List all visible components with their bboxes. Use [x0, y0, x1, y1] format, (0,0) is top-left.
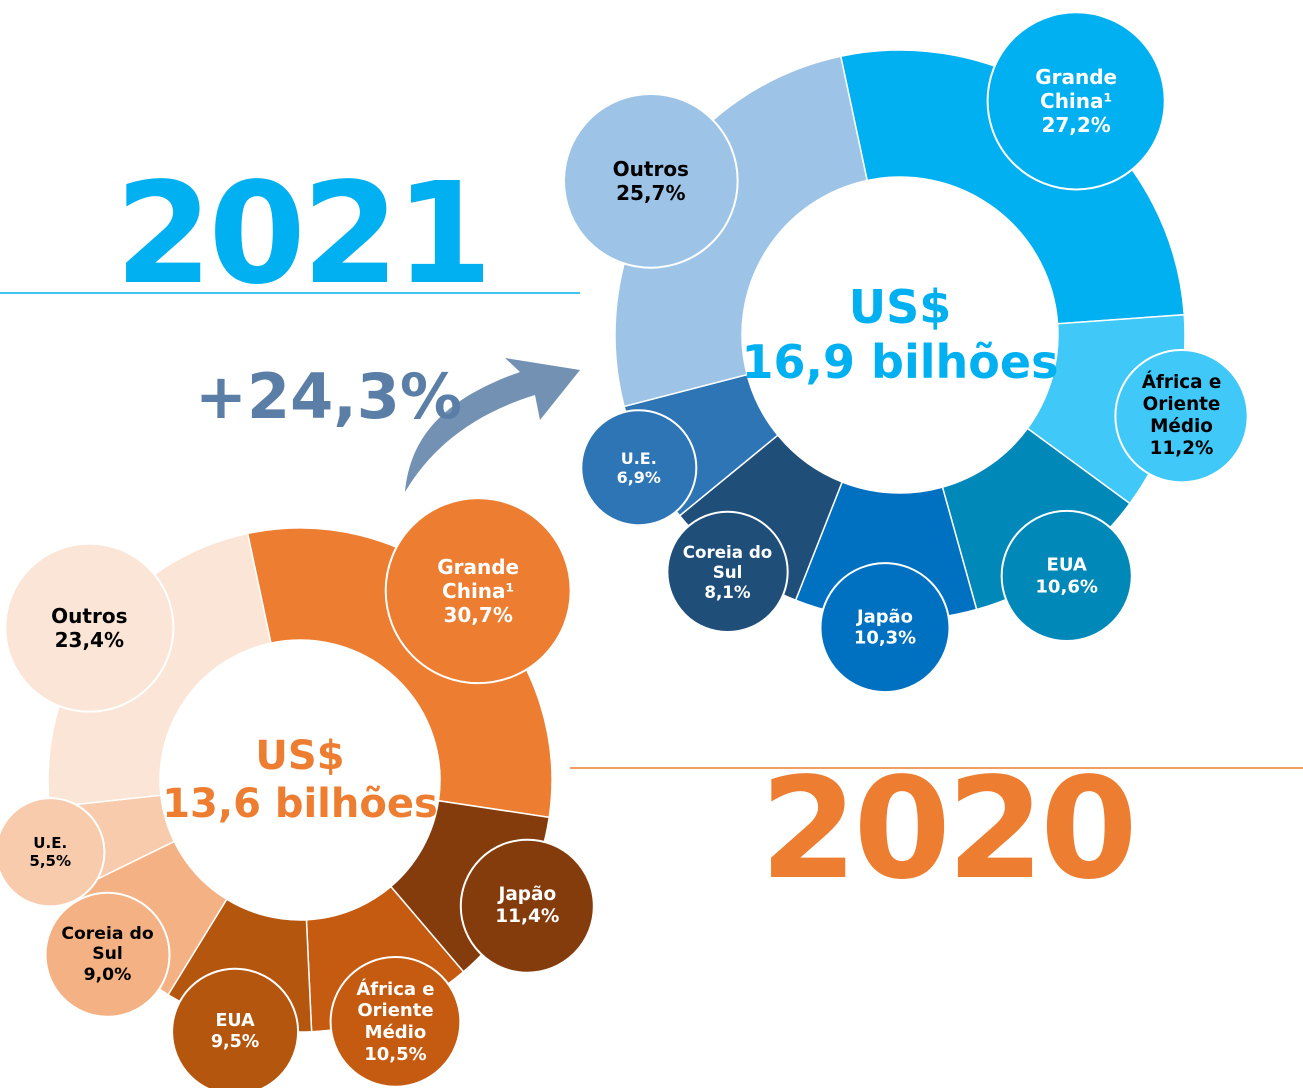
category-name: Coreia do Sul: [682, 541, 773, 582]
label-bubble: [384, 497, 572, 685]
slice-label: EUA 10,6%: [1018, 554, 1116, 597]
value-label: 8,1%: [704, 581, 751, 602]
category-name: Outros: [51, 603, 128, 628]
category-name: África e Oriente Médio: [1141, 372, 1222, 438]
slice-label: África e Oriente Médio 10,5%: [347, 979, 444, 1066]
label-bubble: [1114, 348, 1249, 484]
label-bubble: [171, 967, 300, 1088]
slice-label: U.E. 5,5%: [10, 834, 91, 870]
category-name: Grande China¹: [1035, 64, 1118, 113]
label-bubble: [562, 93, 739, 269]
slice-label: Coreia do Sul 8,1%: [682, 542, 772, 602]
slice-label: Outros 25,7%: [586, 157, 716, 205]
category-name: EUA: [1046, 554, 1087, 576]
category-name: Outros: [612, 156, 689, 181]
value-label: 9,5%: [210, 1031, 260, 1052]
label-bubble: [44, 891, 171, 1018]
year: 2021: [115, 153, 493, 316]
slice-label: EUA 9,5%: [188, 1011, 282, 1053]
slice-label: Japão 11,4%: [477, 884, 577, 928]
category-name: Grande China¹: [437, 554, 520, 603]
currency: US$: [255, 733, 345, 779]
slice-label: Japão 10,3%: [837, 606, 934, 649]
total: 16,9 bilhões: [741, 335, 1059, 389]
category-name: EUA: [215, 1010, 255, 1031]
label-bubble: [329, 955, 462, 1088]
currency: US$: [848, 279, 952, 334]
slice-label: Grande China¹ 30,7%: [409, 555, 548, 627]
category-name: Coreia do Sul: [61, 923, 154, 965]
value-label: 6,9%: [616, 467, 661, 487]
value-label: 5,5%: [29, 852, 72, 871]
growth-label: +24,3%: [195, 360, 463, 433]
donut-hole: [160, 640, 440, 920]
value-label: 30,7%: [443, 602, 513, 627]
value-label: 11,2%: [1149, 438, 1214, 460]
category-name: U.E.: [620, 448, 657, 468]
value-label: 23,4%: [54, 627, 125, 652]
label-bubble: [459, 838, 595, 974]
slice-label: Outros 23,4%: [26, 604, 152, 652]
arrow: [405, 358, 580, 492]
value-label: 11,4%: [495, 906, 560, 928]
slice-label: África e Oriente Médio 11,2%: [1132, 372, 1231, 460]
category-name: Japão: [498, 884, 557, 906]
value-label: 27,2%: [1041, 112, 1111, 137]
label-bubble: [666, 510, 789, 634]
value-label: 10,3%: [853, 627, 917, 649]
label-bubble: [986, 11, 1166, 191]
value-label: 10,5%: [364, 1043, 427, 1065]
donut-hole: [742, 177, 1058, 493]
value-label: 10,6%: [1035, 575, 1099, 597]
value-label: 25,7%: [616, 180, 686, 205]
label-bubble: [580, 409, 698, 527]
category-name: U.E.: [33, 834, 68, 853]
category-name: Japão: [856, 606, 913, 628]
center-label: US$ 16,9 bilhões: [742, 280, 1059, 390]
value-label: 9,0%: [83, 965, 132, 986]
center-label: US$ 13,6 bilhões: [162, 732, 438, 828]
label-bubble: [0, 797, 106, 908]
year: 2020: [760, 748, 1138, 911]
slice-label: U.E. 6,9%: [596, 449, 682, 487]
label-bubble: [1000, 509, 1133, 643]
slice-label: Grande China¹ 27,2%: [1010, 65, 1143, 137]
total: 13,6 bilhões: [162, 781, 438, 827]
slice-label: Coreia do Sul 9,0%: [61, 924, 154, 986]
category-name: África e Oriente Médio: [356, 978, 435, 1043]
label-bubble: [819, 562, 951, 694]
label-bubble: [4, 542, 175, 713]
